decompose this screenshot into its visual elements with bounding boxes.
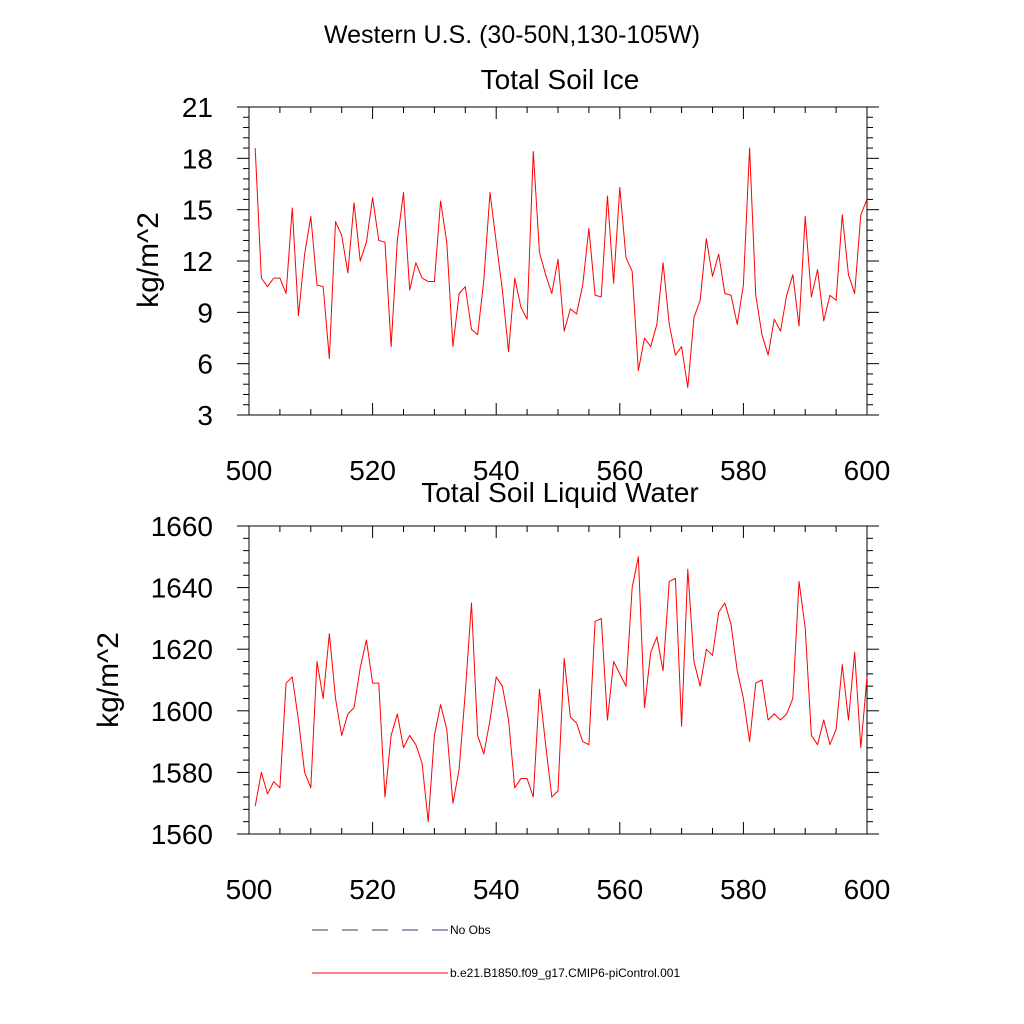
series-line	[254, 147, 868, 389]
x-tick-label: 560	[596, 455, 643, 486]
y-tick-label: 1560	[151, 819, 213, 850]
x-tick-label: 520	[349, 455, 396, 486]
legend: No Obs b.e21.B1850.f09_g17.CMIP6-piContr…	[312, 923, 680, 980]
y-tick-label: 1660	[151, 511, 213, 542]
y-tick-label: 1640	[151, 573, 213, 604]
x-tick-label: 500	[226, 874, 273, 905]
x-tick-label: 600	[844, 874, 891, 905]
x-tick-label: 520	[349, 874, 396, 905]
x-tick-label: 540	[473, 874, 520, 905]
y-tick-label: 1600	[151, 696, 213, 727]
panel-title-soil-liquid-water: Total Soil Liquid Water	[421, 477, 699, 508]
y-axis-label-soil-ice: kg/m^2	[132, 212, 165, 308]
legend-label-model-run: b.e21.B1850.f09_g17.CMIP6-piControl.001	[450, 966, 680, 980]
x-tick-label: 540	[473, 455, 520, 486]
series-line	[254, 556, 868, 823]
y-tick-label: 1620	[151, 634, 213, 665]
x-tick-label: 600	[844, 455, 891, 486]
panel-total-soil-ice: Total Soil Ice kg/m^2 500 520 540 560 580 600…	[132, 64, 890, 486]
figure-suptitle: Western U.S. (30-50N,130-105W)	[324, 21, 700, 49]
y-tick-label: 6	[197, 349, 213, 380]
y-tick-label: 9	[197, 297, 213, 328]
y-axis-label-soil-liquid-water: kg/m^2	[92, 632, 125, 728]
x-tick-label: 580	[720, 455, 767, 486]
x-tick-label: 560	[596, 874, 643, 905]
y-tick-label: 21	[182, 92, 213, 123]
panel-title-soil-ice: Total Soil Ice	[481, 64, 640, 95]
y-tick-label: 15	[182, 195, 213, 226]
legend-label-no-obs: No Obs	[450, 923, 491, 937]
y-tick-label: 1580	[151, 757, 213, 788]
y-tick-label: 18	[182, 143, 213, 174]
panel-total-soil-liquid-water: Total Soil Liquid Water kg/m^2 500 520 540…	[92, 477, 890, 905]
x-tick-label: 580	[720, 874, 767, 905]
y-tick-label: 3	[197, 400, 213, 431]
y-tick-label: 12	[182, 246, 213, 277]
x-tick-label: 500	[226, 455, 273, 486]
